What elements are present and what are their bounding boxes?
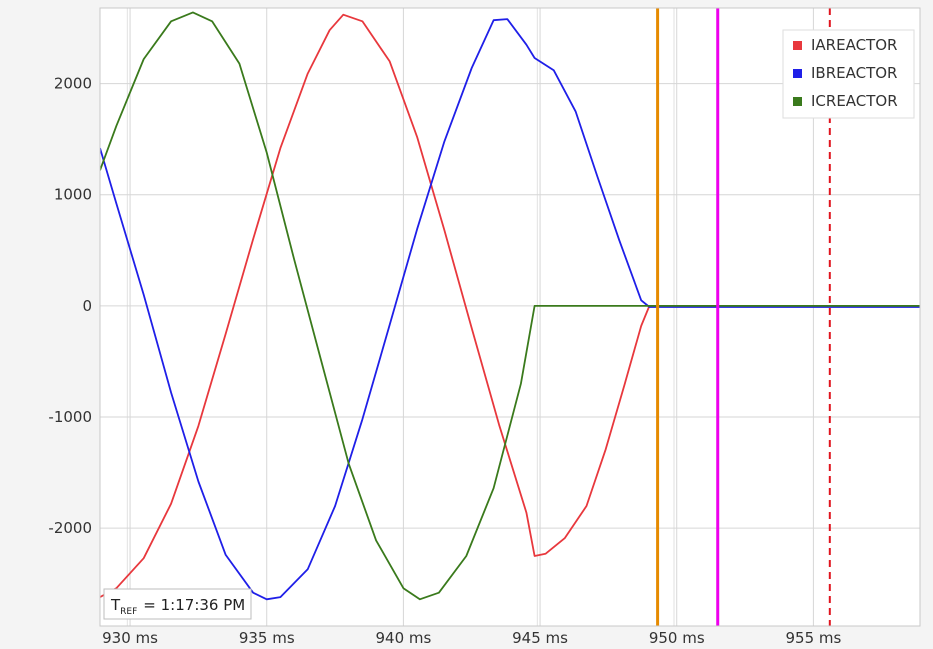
reference-time-subscript: REF [120, 607, 137, 617]
x-tick-label: 945 ms [512, 629, 568, 647]
legend-label-icreactor[interactable]: ICREACTOR [811, 92, 898, 110]
reference-time-value: = 1:17:36 PM [143, 596, 245, 614]
x-tick-label: 955 ms [785, 629, 841, 647]
reference-time-prefix: T [110, 596, 121, 614]
y-tick-label: 1000 [54, 186, 92, 204]
y-axis-labels: 2000 1000 0 -1000 -2000 [48, 75, 92, 538]
plot-border [99, 7, 921, 627]
legend: IAREACTOR IBREACTOR ICREACTOR [782, 29, 915, 119]
series-line-iareactor [100, 13, 920, 598]
series-line-ibreactor [100, 18, 920, 601]
reference-time-box: TREF = 1:17:36 PM [103, 588, 252, 620]
x-axis-labels: 930 ms 935 ms 940 ms 945 ms 950 ms 955 ms [102, 629, 841, 647]
y-tick-label: -2000 [48, 519, 92, 537]
legend-box [782, 29, 915, 119]
legend-swatch-ibreactor [793, 69, 802, 78]
legend-label-iareactor[interactable]: IAREACTOR [811, 36, 897, 54]
x-tick-label: 935 ms [239, 629, 295, 647]
x-tick-label: 930 ms [102, 629, 158, 647]
legend-swatch-icreactor [793, 97, 802, 106]
y-tick-label: 0 [82, 297, 92, 315]
y-tick-label: 2000 [54, 75, 92, 93]
y-tick-label: -1000 [48, 408, 92, 426]
legend-swatch-iareactor [793, 41, 802, 50]
series-line-icreactor [100, 11, 920, 601]
svg-text:TREF= 1:17:36 PM: TREF = 1:17:36 PM [110, 596, 245, 617]
series-group [100, 11, 920, 601]
x-tick-label: 940 ms [375, 629, 431, 647]
legend-label-ibreactor[interactable]: IBREACTOR [811, 64, 897, 82]
reference-time-frame [103, 588, 252, 620]
x-tick-label: 950 ms [649, 629, 705, 647]
